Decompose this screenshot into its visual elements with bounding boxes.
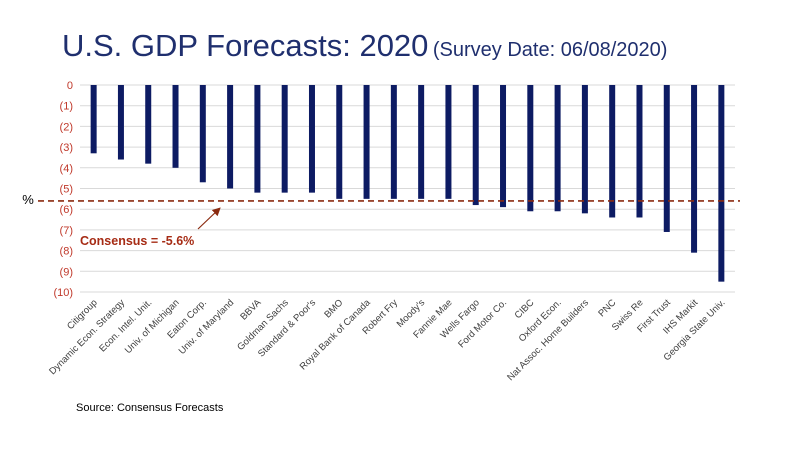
bar <box>472 85 479 206</box>
x-tick-label: Ford Motor Co. <box>456 297 509 350</box>
bar <box>718 85 725 282</box>
bar <box>554 85 561 212</box>
x-tick-label: PNC <box>596 297 618 319</box>
bar <box>363 85 370 199</box>
y-tick-label: (8) <box>60 246 73 258</box>
y-tick-label: (9) <box>60 266 73 278</box>
bar <box>172 85 179 168</box>
bar <box>308 85 315 193</box>
y-tick-label: (1) <box>60 101 73 113</box>
bar <box>691 85 698 253</box>
gridlines <box>80 84 735 293</box>
bar <box>418 85 425 199</box>
y-tick-label: (6) <box>60 204 73 216</box>
bar <box>336 85 343 199</box>
x-tick-label: BBVA <box>238 297 264 323</box>
consensus-arrow <box>197 207 221 230</box>
y-axis-label: % <box>22 192 34 207</box>
y-tick-label: (10) <box>53 287 73 299</box>
bar <box>227 85 234 189</box>
y-tick-label: 0 <box>67 80 73 92</box>
bar <box>145 85 152 164</box>
x-tick-label: BMO <box>322 297 345 320</box>
y-tick-label: (3) <box>60 142 73 154</box>
y-tick-label: (7) <box>60 225 73 237</box>
bars <box>90 85 725 282</box>
y-tick-label: (4) <box>60 163 73 175</box>
chart-title-subtitle: (Survey Date: 06/08/2020) <box>432 39 668 61</box>
bar <box>581 85 588 214</box>
y-tick-label: (5) <box>60 184 73 196</box>
bar <box>445 85 452 199</box>
chart-title-main: U.S. GDP Forecasts: 2020 <box>62 28 429 63</box>
bar <box>281 85 288 193</box>
bar <box>254 85 261 193</box>
y-tick-labels: 0 (1) (2) (3) (4) (5) (6) (7) (8) (9) (10) <box>53 80 73 299</box>
bar <box>199 85 206 183</box>
bar <box>663 85 670 232</box>
x-tick-label: CIBC <box>513 297 537 321</box>
bar <box>500 85 507 208</box>
bar <box>90 85 97 154</box>
bar <box>636 85 643 218</box>
bar <box>117 85 124 160</box>
bar <box>390 85 397 199</box>
y-tick-label: (2) <box>60 121 73 133</box>
bar <box>527 85 534 212</box>
source-note: Source: Consensus Forecasts <box>76 402 224 414</box>
chart-title: U.S. GDP Forecasts: 2020 (Survey Date: 0… <box>62 28 667 64</box>
bar <box>609 85 616 218</box>
consensus-label: Consensus = -5.6% <box>80 234 194 248</box>
